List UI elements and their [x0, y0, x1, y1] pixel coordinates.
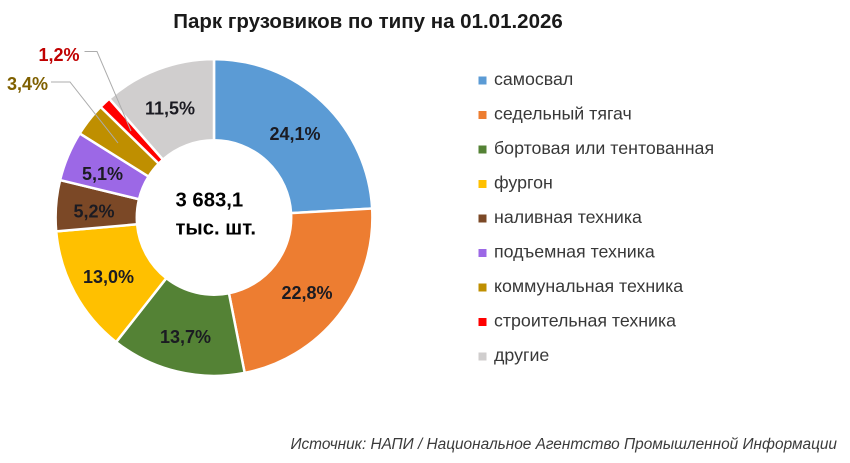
svg-text:3,4%: 3,4% [7, 74, 48, 94]
svg-text:бортовая или тентованная: бортовая или тентованная [494, 138, 714, 158]
svg-text:самосвал: самосвал [494, 69, 573, 89]
svg-text:13,0%: 13,0% [83, 267, 134, 287]
svg-text:11,5%: 11,5% [145, 98, 195, 118]
svg-text:5,2%: 5,2% [73, 201, 114, 221]
svg-text:тыс. шт.: тыс. шт. [176, 218, 257, 240]
svg-text:подъемная техника: подъемная техника [494, 242, 655, 262]
svg-text:другие: другие [494, 345, 549, 365]
svg-text:3 683,1: 3 683,1 [176, 190, 244, 212]
svg-text:коммунальная техника: коммунальная техника [494, 276, 683, 296]
svg-text:фургон: фургон [494, 173, 553, 193]
svg-text:Парк грузовиков по типу на 01.: Парк грузовиков по типу на 01.01.2026 [173, 10, 563, 33]
svg-text:22,8%: 22,8% [281, 283, 332, 303]
svg-text:наливная техника: наливная техника [494, 207, 642, 227]
svg-text:Источник: НАПИ / Национальное: Источник: НАПИ / Национальное Агентство … [290, 436, 837, 453]
svg-text:5,1%: 5,1% [82, 164, 123, 184]
svg-text:седельный тягач: седельный тягач [494, 104, 632, 124]
svg-text:строительная техника: строительная техника [494, 311, 676, 331]
svg-text:1,2%: 1,2% [38, 45, 79, 65]
svg-text:24,1%: 24,1% [269, 124, 320, 144]
svg-text:13,7%: 13,7% [160, 327, 211, 347]
